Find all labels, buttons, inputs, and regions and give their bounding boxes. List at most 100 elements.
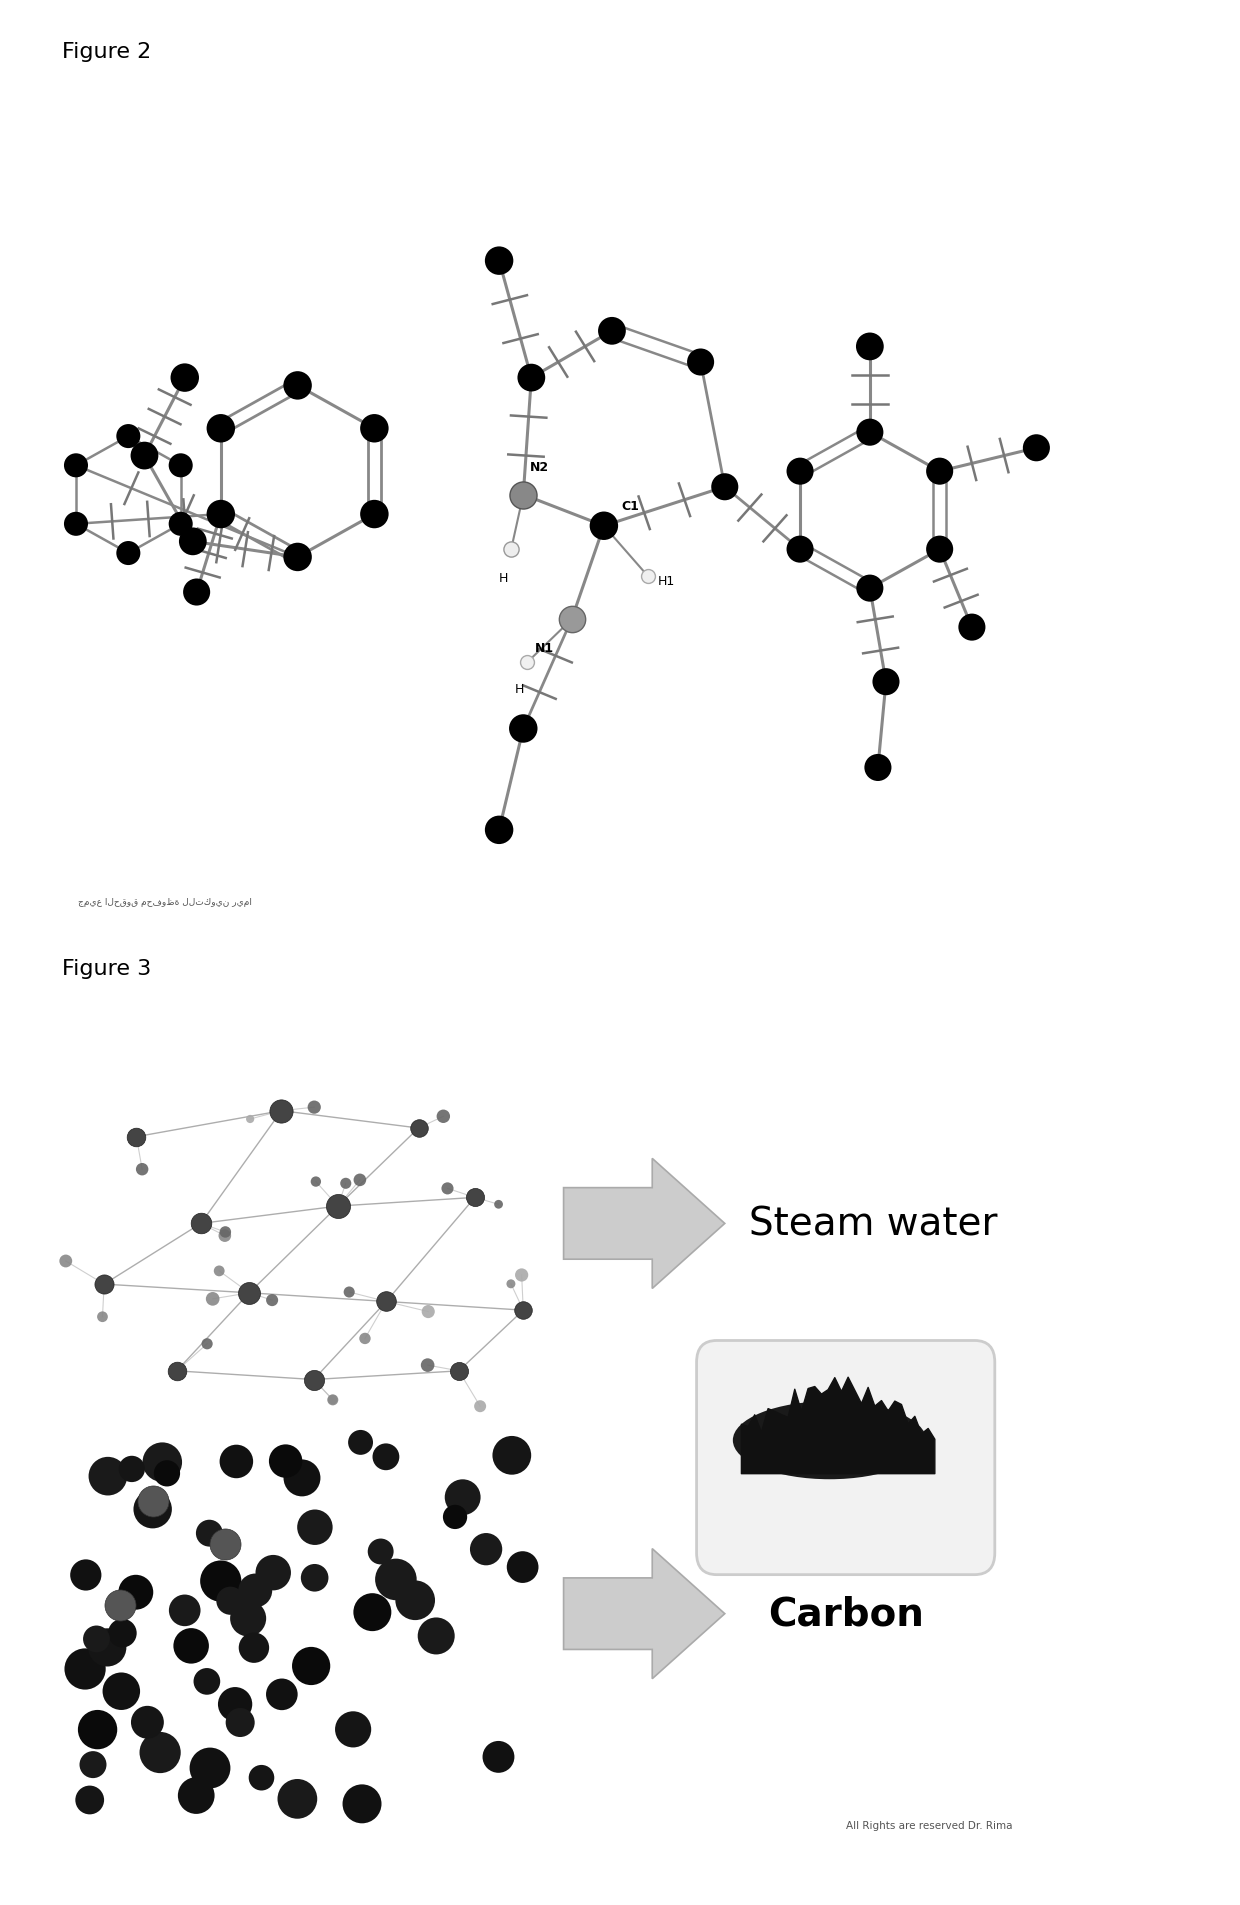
Point — [594, 511, 614, 541]
Point — [306, 1166, 326, 1196]
Point — [66, 451, 86, 482]
Point — [327, 1191, 347, 1221]
Point — [133, 1154, 153, 1185]
Text: جميع الحقوق محفوظة للتكوين ريما: جميع الحقوق محفوظة للتكوين ريما — [78, 897, 252, 907]
Point — [272, 1095, 291, 1126]
Point — [98, 1633, 118, 1663]
Point — [305, 1513, 325, 1543]
Point — [211, 1566, 231, 1596]
Polygon shape — [563, 1158, 724, 1290]
Point — [83, 1749, 103, 1779]
Point — [200, 1518, 219, 1549]
Point — [288, 543, 308, 573]
Polygon shape — [563, 1549, 724, 1678]
Point — [203, 1284, 223, 1314]
Point — [87, 1623, 107, 1654]
Point — [215, 1221, 234, 1252]
Point — [489, 1189, 508, 1219]
Point — [790, 535, 810, 566]
Point — [434, 1101, 454, 1132]
Point — [522, 364, 542, 394]
Point — [143, 1486, 162, 1516]
FancyBboxPatch shape — [720, 1530, 978, 1568]
Point — [868, 752, 888, 783]
Point — [352, 1789, 372, 1819]
Point — [418, 1297, 438, 1328]
Point — [211, 499, 231, 530]
Point — [113, 1617, 133, 1648]
Point — [861, 573, 880, 604]
FancyBboxPatch shape — [36, 48, 1204, 943]
Point — [861, 417, 880, 448]
Point — [350, 1166, 370, 1196]
Point — [351, 1427, 371, 1457]
Point — [153, 1448, 172, 1478]
Point — [490, 246, 510, 276]
Point — [238, 1604, 258, 1634]
Point — [513, 480, 533, 511]
Point — [98, 1461, 118, 1492]
Point — [470, 1391, 490, 1421]
Point — [962, 613, 982, 644]
Point — [231, 1707, 250, 1737]
Point — [186, 1781, 206, 1812]
Point — [513, 1295, 533, 1326]
Point — [453, 1482, 472, 1513]
Point — [288, 371, 308, 402]
Point — [603, 316, 622, 347]
Point — [502, 1440, 522, 1471]
Point — [288, 1783, 308, 1814]
Point — [336, 1168, 356, 1198]
Point — [184, 528, 203, 558]
Point — [88, 1714, 108, 1745]
Point — [517, 648, 537, 678]
Point — [861, 331, 880, 362]
Point — [187, 577, 207, 608]
Point — [714, 472, 734, 503]
Text: Figure 3: Figure 3 — [62, 958, 151, 977]
Text: Carbon: Carbon — [768, 1594, 924, 1633]
Point — [512, 1553, 532, 1583]
Point — [272, 1678, 291, 1709]
Point — [56, 1246, 76, 1276]
Point — [94, 1269, 114, 1299]
Point — [200, 1753, 219, 1783]
Point — [1027, 432, 1047, 463]
Point — [119, 421, 139, 451]
Text: C1: C1 — [621, 499, 640, 512]
Point — [157, 1459, 177, 1490]
Point — [343, 1714, 363, 1745]
Point — [110, 1591, 130, 1621]
Point — [476, 1534, 496, 1564]
Point — [490, 815, 510, 846]
Point — [226, 1690, 246, 1720]
Point — [691, 347, 711, 377]
Point — [210, 1255, 229, 1286]
Point — [221, 1585, 241, 1615]
Point — [216, 1530, 236, 1560]
Point — [138, 1707, 157, 1737]
FancyBboxPatch shape — [697, 1341, 994, 1575]
Point — [438, 1173, 458, 1204]
Point — [126, 1122, 146, 1153]
Point — [790, 457, 810, 488]
Point — [93, 1301, 113, 1332]
Point — [501, 535, 521, 566]
Point — [166, 1356, 186, 1387]
Point — [377, 1286, 397, 1316]
Text: Steam water: Steam water — [749, 1204, 997, 1242]
Point — [512, 1259, 532, 1290]
Point — [418, 1351, 438, 1381]
Point — [150, 1737, 170, 1768]
Point — [197, 1330, 217, 1360]
Point — [639, 562, 658, 592]
Point — [489, 1741, 508, 1772]
Point — [371, 1537, 391, 1568]
Text: All Rights are reserved Dr. Rima: All Rights are reserved Dr. Rima — [846, 1821, 1012, 1831]
Point — [930, 457, 950, 488]
Point — [513, 714, 533, 745]
Text: H1: H1 — [658, 575, 675, 587]
Point — [191, 1208, 211, 1238]
Point — [79, 1785, 99, 1815]
Text: Figure 2: Figure 2 — [62, 42, 151, 61]
